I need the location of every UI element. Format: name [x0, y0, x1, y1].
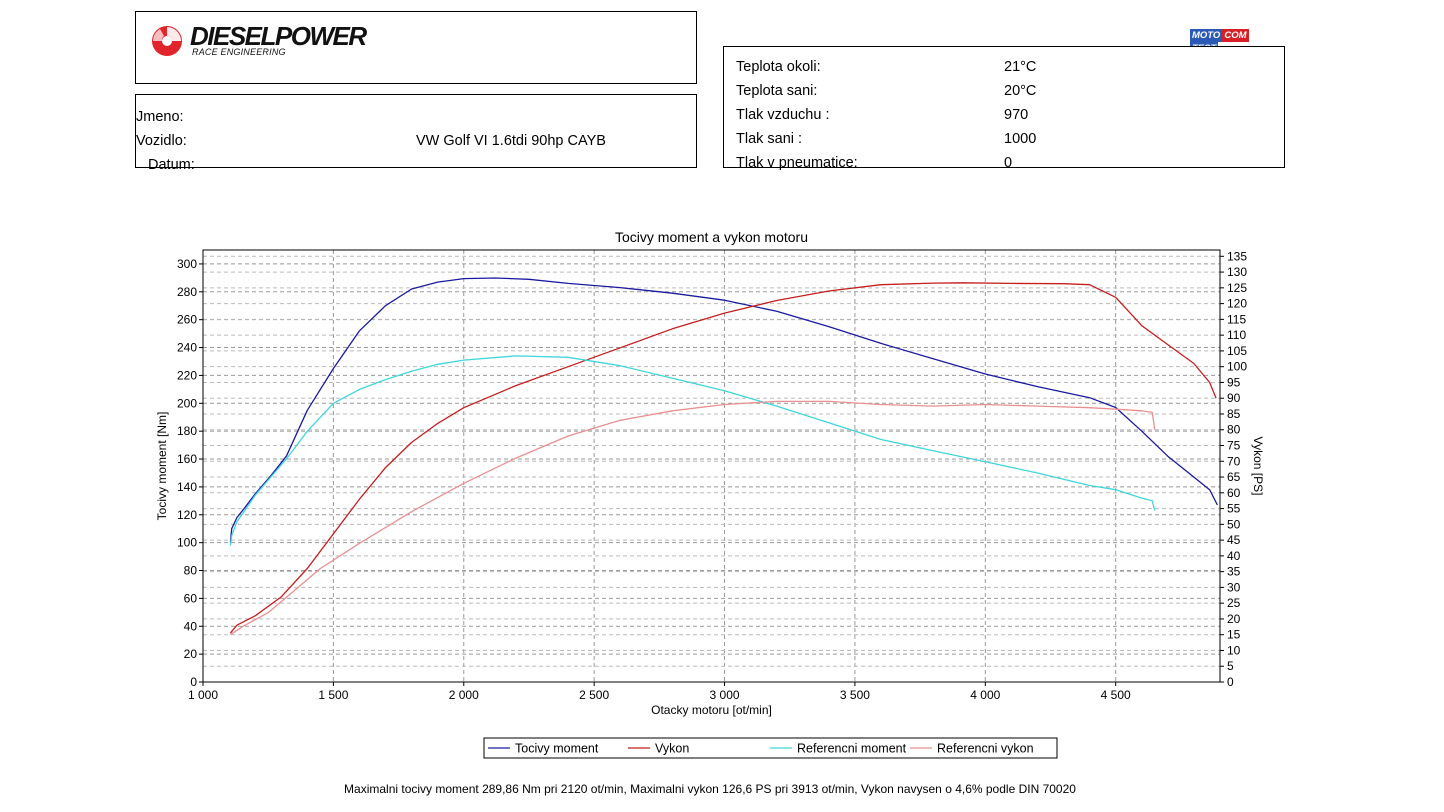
y2-tick-label: 60 — [1227, 486, 1241, 500]
y2-tick-label: 45 — [1227, 533, 1241, 547]
name-label: Jmeno: — [136, 109, 184, 125]
logo-panel: DIESELPOWER RACE ENGINEERING — [135, 11, 697, 84]
series-line — [229, 355, 1156, 546]
y2-tick-label: 70 — [1227, 454, 1241, 468]
y-tick-label: 140 — [177, 480, 197, 494]
x-axis-label: Otacky motoru [ot/min] — [651, 703, 772, 717]
y2-tick-label: 80 — [1227, 423, 1241, 437]
y-tick-label: 280 — [177, 285, 197, 299]
y2-tick-label: 50 — [1227, 517, 1241, 531]
series-line — [229, 277, 1218, 543]
y-tick-label: 240 — [177, 341, 197, 355]
condition-value: 21°C — [1004, 59, 1037, 75]
y2-tick-label: 95 — [1227, 375, 1241, 389]
summary-footer: Maximalni tocivy moment 289,86 Nm pri 21… — [344, 782, 1076, 796]
chart-ticks: 1 000 1 500 2 000 2 500 3 000 3 500 4 000 4 500… — [177, 249, 1247, 702]
condition-value: 970 — [1004, 107, 1029, 123]
date-label: Datum: — [148, 157, 195, 173]
condition-label: Teplota okoli: — [736, 59, 821, 75]
y2-tick-label: 130 — [1227, 265, 1247, 279]
y-tick-label: 260 — [177, 313, 197, 327]
series-line — [230, 400, 1156, 636]
y2-tick-label: 110 — [1227, 328, 1246, 342]
y-tick-label: 80 — [184, 564, 198, 578]
y2-tick-label: 75 — [1227, 439, 1241, 453]
legend-label: Referencni vykon — [937, 742, 1034, 756]
logo-text: DIESELPOWER — [190, 21, 367, 51]
y-tick-label: 60 — [184, 591, 198, 605]
y2-tick-label: 100 — [1227, 360, 1247, 374]
logo-subtitle: RACE ENGINEERING — [192, 47, 286, 57]
chart-legend: Tocivy moment Vykon Referencni moment Refer… — [483, 737, 1058, 759]
y2-tick-label: 20 — [1227, 612, 1241, 626]
y2-tick-label: 55 — [1227, 502, 1241, 516]
y2-tick-label: 35 — [1227, 565, 1241, 579]
y-tick-label: 100 — [177, 536, 197, 550]
y2-tick-label: 30 — [1227, 580, 1241, 594]
x-tick-label: 4 500 — [1101, 688, 1131, 702]
vehicle-label: Vozidlo: — [136, 133, 187, 149]
chart-grid — [202, 250, 1220, 683]
x-tick-label: 2 000 — [449, 688, 479, 702]
y2-tick-label: 10 — [1227, 643, 1241, 657]
y2-tick-label: 0 — [1227, 675, 1234, 689]
x-tick-label: 2 500 — [579, 688, 609, 702]
condition-label: Tlak sani : — [736, 131, 803, 147]
y-tick-label: 40 — [184, 619, 198, 633]
conditions-panel: Teplota okoli: 21°C Teplota sani: 20°C T… — [723, 46, 1285, 171]
condition-label: Tlak vzduchu : — [736, 107, 830, 123]
y-axis-label: Tocivy moment [Nm] — [155, 412, 169, 521]
x-tick-label: 1 500 — [318, 688, 348, 702]
y2-tick-label: 125 — [1227, 281, 1247, 295]
chart-title: Tocivy moment a vykon motoru — [615, 229, 808, 245]
y-tick-label: 120 — [177, 508, 197, 522]
series-line — [229, 282, 1217, 634]
y2-tick-label: 90 — [1227, 391, 1241, 405]
x-tick-label: 3 500 — [840, 688, 870, 702]
y-tick-label: 300 — [177, 257, 197, 271]
y2-tick-label: 135 — [1227, 249, 1247, 263]
condition-value: 20°C — [1004, 83, 1037, 99]
condition-label: Teplota sani: — [736, 83, 818, 99]
y2-axis-label: Vykon [PS] — [1251, 437, 1265, 496]
y-tick-label: 20 — [184, 647, 198, 661]
y2-tick-label: 40 — [1227, 549, 1241, 563]
y2-tick-label: 15 — [1227, 628, 1241, 642]
y-tick-label: 220 — [177, 368, 197, 382]
condition-value: 1000 — [1004, 131, 1037, 147]
legend-label: Tocivy moment — [515, 742, 599, 756]
y2-tick-label: 115 — [1227, 312, 1246, 326]
y2-tick-label: 25 — [1227, 596, 1241, 610]
condition-value: 0 — [1004, 155, 1013, 171]
y-tick-label: 0 — [190, 675, 197, 689]
legend-label: Referencni moment — [797, 742, 907, 756]
plot-frame — [202, 249, 1221, 683]
y-tick-label: 200 — [177, 396, 197, 410]
y-tick-label: 180 — [177, 424, 197, 438]
brand-left: MOTO — [1190, 29, 1223, 42]
x-tick-label: 3 000 — [710, 688, 740, 702]
vehicle-value: VW Golf VI 1.6tdi 90hp CAYB — [416, 133, 606, 149]
condition-label: Tlak v pneumatice: — [736, 155, 858, 171]
y-tick-label: 160 — [177, 452, 197, 466]
brand-mid: COM — [1222, 29, 1249, 42]
x-tick-label: 1 000 — [188, 688, 218, 702]
chart-series — [229, 277, 1218, 636]
y2-tick-label: 65 — [1227, 470, 1241, 484]
legend-label: Vykon — [655, 742, 689, 756]
turbo-logo-icon — [152, 26, 182, 56]
x-tick-label: 4 000 — [970, 688, 1000, 702]
y2-tick-label: 120 — [1227, 297, 1247, 311]
y2-tick-label: 105 — [1227, 344, 1247, 358]
y2-tick-label: 85 — [1227, 407, 1241, 421]
y2-tick-label: 5 — [1227, 659, 1234, 673]
vehicle-info-panel: Jmeno: Vozidlo: VW Golf VI 1.6tdi 90hp C… — [135, 94, 697, 173]
